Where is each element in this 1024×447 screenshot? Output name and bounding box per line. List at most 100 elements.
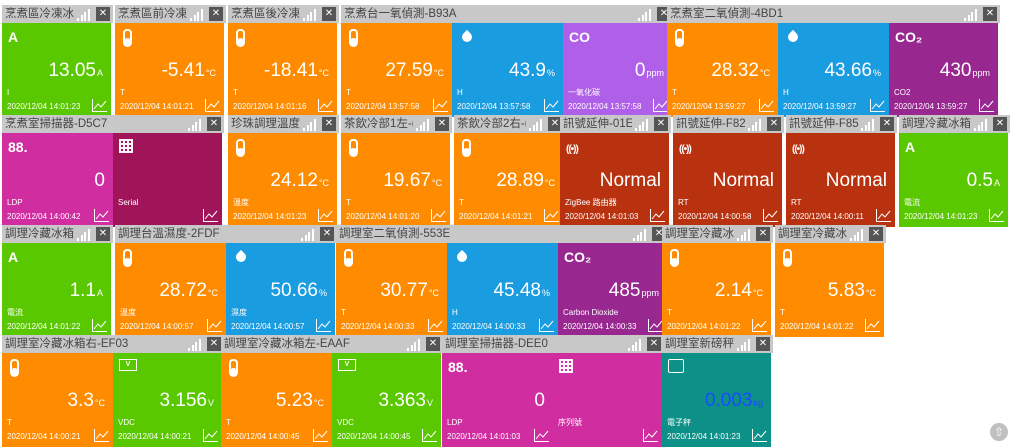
sensor-tile[interactable]: V 3.363V VDC 2020/12/04 14:00:45 xyxy=(332,353,441,447)
chart-icon[interactable] xyxy=(752,319,767,332)
tools-icon[interactable]: ✕ xyxy=(983,7,997,21)
sensor-tile[interactable]: ((•)) Normal RT 2020/12/04 14:00:58 xyxy=(673,133,782,227)
chart-icon[interactable] xyxy=(422,429,437,442)
sensor-tile[interactable]: 43.66% H 2020/12/04 13:59:27 xyxy=(778,23,889,117)
sensor-tile[interactable]: 5.23°C T 2020/12/04 14:00:45 xyxy=(221,353,332,447)
sensor-tile[interactable]: A 13.05A I 2020/12/04 14:01:23 xyxy=(2,23,111,117)
chart-icon[interactable] xyxy=(316,319,331,332)
tools-icon[interactable]: ✕ xyxy=(880,117,894,131)
sensor-tile[interactable]: 19.67°C T 2020/12/04 14:01:20 xyxy=(341,133,450,227)
sensor-card[interactable]: 調理室掃描器-DEE0 ✕ 88. 0 LDP 2020/12/04 14:01:03 序列… xyxy=(442,335,664,447)
sensor-tile[interactable]: 30.77°C T 2020/12/04 14:00:33 xyxy=(336,243,447,337)
sensor-tile[interactable]: 序列號 xyxy=(553,353,662,447)
sensor-tile[interactable]: -5.41°C T 2020/12/04 14:01:21 xyxy=(115,23,224,117)
tools-icon[interactable]: ✕ xyxy=(96,227,110,241)
tools-icon[interactable]: ✕ xyxy=(548,117,562,131)
sensor-card[interactable]: 訊號延伸-01E ✕ ((•)) Normal ZigBee 路由器 2020/12/04… xyxy=(560,115,671,227)
sensor-card[interactable]: 烹煮室二氧偵測-4BD1 ✕ 28.32°C T 2020/12/04 13:59:27… xyxy=(667,5,1000,117)
scroll-to-top-button[interactable]: ⇧ xyxy=(990,423,1008,441)
sensor-tile[interactable]: 88. 0 LDP 2020/12/04 14:01:03 xyxy=(442,353,553,447)
tools-icon[interactable]: ✕ xyxy=(647,337,661,351)
tools-icon[interactable]: ✕ xyxy=(756,227,770,241)
sensor-tile[interactable]: ((•)) Normal ZigBee 路由器 2020/12/04 14:01:03 xyxy=(560,133,669,227)
sensor-card[interactable]: 訊號延伸-F85I ✕ ((•)) Normal RT 2020/12/04 14:00:… xyxy=(786,115,897,227)
tools-icon[interactable]: ✕ xyxy=(767,117,781,131)
chart-icon[interactable] xyxy=(318,99,333,112)
sensor-tile[interactable]: V 3.156V VDC 2020/12/04 14:00:21 xyxy=(113,353,222,447)
chart-icon[interactable] xyxy=(979,99,994,112)
sensor-card[interactable]: 烹煮區前冷凍冰箱 ✕ -5.41°C T 2020/12/04 14:01:21 xyxy=(115,5,226,117)
tools-icon[interactable]: ✕ xyxy=(322,117,336,131)
tools-icon[interactable]: ✕ xyxy=(320,227,334,241)
sensor-card[interactable]: 調理冷藏冰箱(✕ A 1.1A 電流 2020/12/04 14:01:22 xyxy=(2,225,113,337)
sensor-tile[interactable]: Serial xyxy=(113,133,222,227)
sensor-tile[interactable]: 24.12°C 溫度 2020/12/04 14:01:23 xyxy=(228,133,337,227)
sensor-card[interactable]: 珍珠調理溫度- ✕ 24.12°C 溫度 2020/12/04 14:01:23 xyxy=(228,115,339,227)
sensor-card[interactable]: 調理室新磅秤- ✕ 0.003kg 電子秤 2020/12/04 14:01:23 xyxy=(662,335,773,447)
chart-icon[interactable] xyxy=(989,209,1004,222)
sensor-tile[interactable]: 27.59°C T 2020/12/04 13:57:58 xyxy=(341,23,452,117)
sensor-tile[interactable]: A 1.1A 電流 2020/12/04 14:01:22 xyxy=(2,243,111,337)
chart-icon[interactable] xyxy=(207,319,222,332)
tools-icon[interactable]: ✕ xyxy=(96,7,110,21)
chart-icon[interactable] xyxy=(318,209,333,222)
chart-icon[interactable] xyxy=(94,209,109,222)
chart-icon[interactable] xyxy=(428,319,443,332)
sensor-tile[interactable]: CO₂ 430ppm CO2 2020/12/04 13:59:27 xyxy=(889,23,998,117)
tools-icon[interactable]: ✕ xyxy=(426,337,440,351)
sensor-card[interactable]: 調理台溫濕度-2FDF ✕ 28.72°C 溫度 2020/12/04 14:00:57… xyxy=(115,225,337,337)
chart-icon[interactable] xyxy=(203,209,218,222)
chart-icon[interactable] xyxy=(94,429,109,442)
sensor-card[interactable]: 調理室冷藏冰箱 ✕ 5.83°C T 2020/12/04 14:01:22 xyxy=(775,225,886,337)
chart-icon[interactable] xyxy=(92,99,107,112)
chart-icon[interactable] xyxy=(205,99,220,112)
sensor-tile[interactable]: 3.3°C T 2020/12/04 14:00:21 xyxy=(2,353,113,447)
sensor-card[interactable]: 調理室冷藏冰箱 ✕ 2.14°C T 2020/12/04 14:01:22 xyxy=(662,225,773,337)
chart-icon[interactable] xyxy=(653,99,668,112)
chart-icon[interactable] xyxy=(203,429,218,442)
sensor-card[interactable]: 訊號延伸-F82 ✕ ((•)) Normal RT 2020/12/04 14:00:5… xyxy=(673,115,784,227)
sensor-tile[interactable]: CO 0ppm 一氧化碳 2020/12/04 13:57:58 xyxy=(563,23,672,117)
chart-icon[interactable] xyxy=(876,209,891,222)
chart-icon[interactable] xyxy=(539,319,554,332)
sensor-card[interactable]: 調理室冷藏冰箱左-EAAF ✕ 5.23°C T 2020/12/04 14:00:45… xyxy=(221,335,443,447)
sensor-card[interactable]: 調理冷藏冰箱(✕ A 0.5A 電流 2020/12/04 14:01:23 xyxy=(899,115,1010,227)
sensor-tile[interactable]: -18.41°C T 2020/12/04 14:01:16 xyxy=(228,23,337,117)
tools-icon[interactable]: ✕ xyxy=(209,7,223,21)
tools-icon[interactable]: ✕ xyxy=(654,117,668,131)
sensor-tile[interactable]: 2.14°C T 2020/12/04 14:01:22 xyxy=(662,243,771,337)
tools-icon[interactable]: ✕ xyxy=(207,337,221,351)
sensor-tile[interactable]: 28.32°C T 2020/12/04 13:59:27 xyxy=(667,23,778,117)
sensor-card[interactable]: 烹煮台一氧偵測-B93A ✕ 27.59°C T 2020/12/04 13:57:58… xyxy=(341,5,674,117)
chart-icon[interactable] xyxy=(313,429,328,442)
sensor-tile[interactable]: 28.89°C T 2020/12/04 14:01:21 xyxy=(454,133,563,227)
sensor-tile[interactable]: 88. 0 LDP 2020/12/04 14:00:42 xyxy=(2,133,113,227)
tools-icon[interactable]: ✕ xyxy=(207,117,221,131)
tools-icon[interactable]: ✕ xyxy=(869,227,883,241)
chart-icon[interactable] xyxy=(433,99,448,112)
chart-icon[interactable] xyxy=(763,209,778,222)
chart-icon[interactable] xyxy=(650,209,665,222)
chart-icon[interactable] xyxy=(431,209,446,222)
chart-icon[interactable] xyxy=(643,429,658,442)
sensor-card[interactable]: 烹煮室掃描器-D5C7 ✕ 88. 0 LDP 2020/12/04 14:00:42 Se… xyxy=(2,115,224,227)
sensor-tile[interactable]: A 0.5A 電流 2020/12/04 14:01:23 xyxy=(899,133,1008,227)
sensor-tile[interactable]: CO₂ 485ppm Carbon Dioxide 2020/12/04 14:00:… xyxy=(558,243,667,337)
chart-icon[interactable] xyxy=(759,99,774,112)
sensor-card[interactable]: 茶飲冷部2右-(✕ 28.89°C T 2020/12/04 14:01:21 xyxy=(454,115,565,227)
sensor-card[interactable]: 茶飲冷部1左-(✕ 19.67°C T 2020/12/04 14:01:20 xyxy=(341,115,452,227)
sensor-tile[interactable]: 43.9% H 2020/12/04 13:57:58 xyxy=(452,23,563,117)
chart-icon[interactable] xyxy=(752,429,767,442)
sensor-tile[interactable]: 45.48% H 2020/12/04 14:00:33 xyxy=(447,243,558,337)
tools-icon[interactable]: ✕ xyxy=(322,7,336,21)
sensor-tile[interactable]: 28.72°C 溫度 2020/12/04 14:00:57 xyxy=(115,243,226,337)
chart-icon[interactable] xyxy=(544,209,559,222)
sensor-tile[interactable]: 0.003kg 電子秤 2020/12/04 14:01:23 xyxy=(662,353,771,447)
sensor-tile[interactable]: 5.83°C T 2020/12/04 14:01:22 xyxy=(775,243,884,337)
chart-icon[interactable] xyxy=(92,319,107,332)
sensor-tile[interactable]: ((•)) Normal RT 2020/12/04 14:00:11 xyxy=(786,133,895,227)
tools-icon[interactable]: ✕ xyxy=(993,117,1007,131)
chart-icon[interactable] xyxy=(648,319,663,332)
sensor-tile[interactable]: 50.66% 濕度 2020/12/04 14:00:57 xyxy=(226,243,335,337)
